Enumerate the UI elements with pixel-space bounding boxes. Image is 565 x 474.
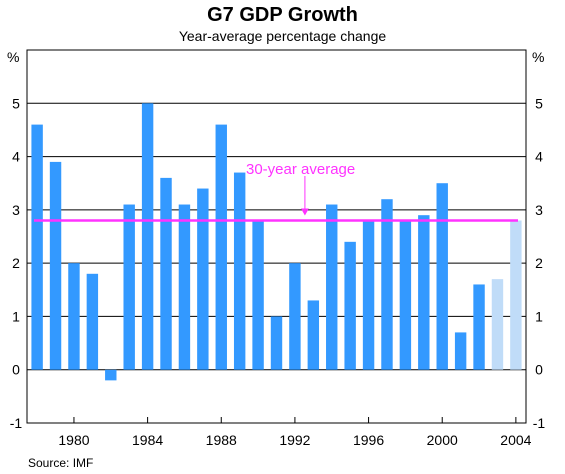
y-tick-label-left: 5 bbox=[12, 95, 20, 111]
bar bbox=[123, 204, 135, 370]
bar bbox=[105, 369, 117, 381]
source-note: Source: IMF bbox=[28, 456, 94, 470]
y-tick-label-right: 2 bbox=[535, 255, 543, 271]
bar bbox=[233, 172, 246, 370]
bar bbox=[252, 220, 264, 370]
chart-title: G7 GDP Growth bbox=[207, 4, 358, 26]
x-tick-label: 1988 bbox=[206, 432, 237, 448]
average-line-group: 30-year average bbox=[34, 161, 518, 222]
y-tick-label-left: 0 bbox=[12, 362, 20, 378]
bar bbox=[454, 332, 467, 370]
x-tick-label: 1980 bbox=[58, 432, 89, 448]
x-tick-label: 2000 bbox=[427, 432, 458, 448]
bar bbox=[289, 263, 301, 370]
bar bbox=[68, 263, 80, 370]
y-tick-label-left: 4 bbox=[12, 149, 20, 165]
y-tick-label-right: 4 bbox=[535, 149, 543, 165]
bar bbox=[141, 103, 154, 370]
bar bbox=[49, 161, 62, 370]
bar bbox=[399, 220, 412, 370]
bar bbox=[473, 284, 485, 370]
average-annotation-arrowhead bbox=[300, 208, 309, 216]
chart-subtitle: Year-average percentage change bbox=[178, 28, 387, 44]
bar bbox=[270, 316, 283, 370]
bar bbox=[86, 273, 99, 370]
y-unit-right: % bbox=[532, 49, 544, 65]
y-tick-label-right: -1 bbox=[533, 415, 546, 431]
bar bbox=[436, 183, 448, 370]
bar bbox=[31, 124, 43, 370]
bar bbox=[344, 241, 356, 370]
bar bbox=[307, 300, 320, 370]
x-tick-label: 2004 bbox=[500, 432, 531, 448]
average-annotation-label: 30-year average bbox=[246, 161, 355, 178]
y-tick-label-left: 1 bbox=[12, 308, 20, 324]
y-unit-left: % bbox=[7, 49, 19, 65]
tick-labels: -1 -1 0 0 1 1 2 2 3 3 4 4 5 5 1980 1984 1988 1992 1996 2000… bbox=[10, 95, 546, 448]
bar bbox=[197, 188, 209, 370]
bars bbox=[31, 103, 522, 381]
y-tick-label-right: 5 bbox=[535, 95, 543, 111]
x-tick-label: 1984 bbox=[132, 432, 163, 448]
y-tick-label-right: 0 bbox=[535, 362, 543, 378]
bar bbox=[326, 204, 338, 370]
x-tick-label: 1992 bbox=[279, 432, 310, 448]
bar bbox=[362, 220, 375, 370]
bar bbox=[160, 177, 172, 370]
y-tick-label-right: 1 bbox=[535, 308, 543, 324]
y-tick-label-left: -1 bbox=[10, 415, 23, 431]
bar bbox=[178, 204, 191, 370]
x-tick-label: 1996 bbox=[353, 432, 384, 448]
bar bbox=[215, 124, 227, 370]
bar bbox=[381, 199, 393, 370]
forecast-bar bbox=[510, 220, 522, 370]
forecast-bar bbox=[491, 279, 504, 370]
y-tick-label-right: 3 bbox=[535, 202, 543, 218]
y-tick-label-left: 3 bbox=[12, 202, 20, 218]
bar bbox=[418, 215, 430, 370]
y-tick-label-left: 2 bbox=[12, 255, 20, 271]
